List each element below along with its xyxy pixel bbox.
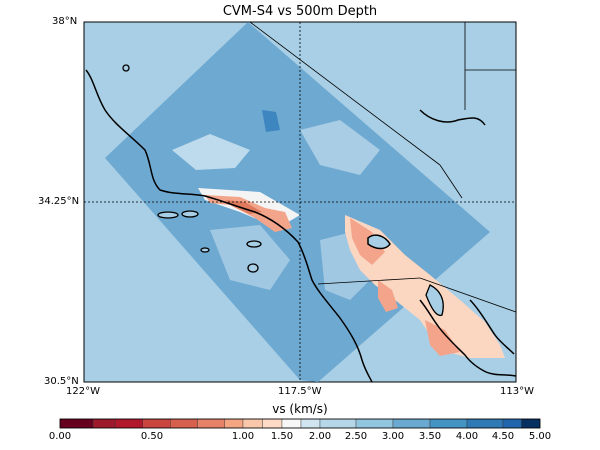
colorbar-tick-label: 2.50 [345,431,367,442]
domain-inner-light-1 [172,134,250,170]
colorbar-segment [355,418,394,429]
colorbar-segment [262,418,283,429]
basin-valley [378,280,398,312]
gulf-shape [425,284,444,317]
colorbar-tick-label: 3.50 [419,431,441,442]
colorbar-tick-label: 2.00 [309,431,331,442]
basin-la [205,195,292,232]
gulf-coast [419,299,517,377]
colorbar-segment [502,418,522,429]
colorbar-segment [521,418,541,429]
island-3 [246,240,262,248]
basin-salton [345,215,505,358]
colorbar-tick-label: 0.50 [141,431,163,442]
colorbar-tick-label: 0.00 [49,431,71,442]
colorbar-segment [319,418,357,429]
colorbar-segment [92,418,116,429]
colorbar-segment [281,418,302,429]
border-ca-az [439,164,463,199]
border-ca-nv [249,21,441,166]
colorbar-segment [429,418,468,429]
colorbar-segment [392,418,431,429]
domain-inner-light-2 [300,120,380,175]
colorbar-tick-label: 4.00 [456,431,478,442]
river-colorado [419,109,486,126]
lat-label-bottom: 30.5°N [44,376,79,387]
lon-label-right: 113°W [500,386,534,397]
colorbar-title: vs (km/s) [272,402,328,416]
lon-label-left: 122°W [66,386,100,397]
island-1 [157,211,179,219]
colorbar-tick-label: 4.50 [492,431,514,442]
colorbar-segment [466,418,504,429]
basin-la-core [225,200,262,214]
island-4 [200,247,210,253]
colorbar-frame [59,418,541,429]
map-title: CVM-S4 vs 500m Depth [222,4,378,19]
colorbar-tick-label: 1.50 [271,431,293,442]
domain-dark-patch [262,110,280,132]
colorbar-segment [300,418,321,429]
border-az-mexico [419,277,517,313]
coastline [85,69,373,383]
island-2 [181,210,199,218]
colorbar-segment [114,418,143,429]
colorbar-segment [224,418,244,429]
salton-sea [367,234,391,250]
border-us-mexico [317,277,421,285]
gulf-coast-east [469,299,515,355]
colorbar-tick-label: 5.00 [529,431,551,442]
colorbar-segment [169,418,198,429]
basin-south [425,320,460,356]
colorbar-segment [197,418,225,429]
colorbar-segment [59,418,94,429]
colorbar-segment [242,418,263,429]
lon-label-mid: 117.5°W [278,386,322,397]
lat-label-mid: 34.25°N [38,196,80,207]
island-5 [247,263,259,273]
domain-inner-light-3 [210,225,290,290]
island-6 [122,64,130,72]
colorbar-tick-label: 3.00 [382,431,404,442]
lat-label-top: 38°N [52,16,78,27]
colorbar-segment [142,418,171,429]
colorbar-tick-label: 1.00 [232,431,254,442]
